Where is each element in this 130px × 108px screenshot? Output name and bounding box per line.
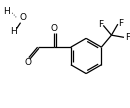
Text: H: H	[4, 7, 10, 16]
Text: F: F	[125, 33, 130, 42]
Text: H: H	[10, 27, 17, 36]
Text: O: O	[24, 58, 31, 67]
Text: F: F	[118, 19, 123, 28]
Text: O: O	[51, 24, 58, 33]
Text: O: O	[19, 13, 26, 22]
Text: F: F	[98, 20, 103, 29]
